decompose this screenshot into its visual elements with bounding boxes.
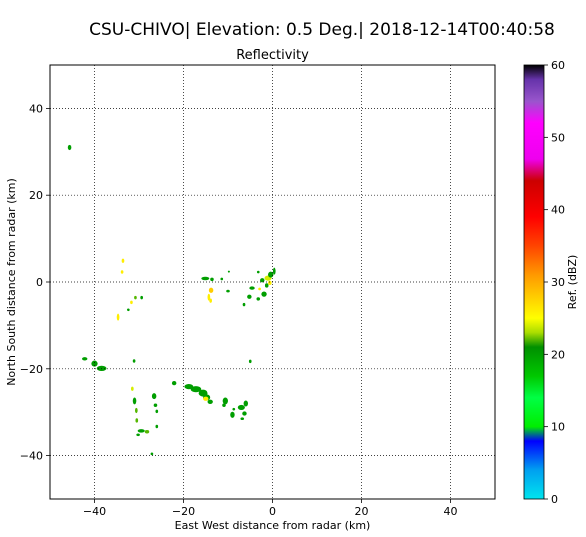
echo-cell-31 bbox=[91, 360, 98, 367]
x-tick-label: 20 bbox=[355, 505, 369, 518]
colorbar-tick-label: 40 bbox=[551, 204, 565, 217]
echo-cell-20 bbox=[260, 278, 265, 283]
echo-cell-7 bbox=[126, 308, 130, 312]
echo-cell-10 bbox=[220, 277, 224, 281]
echo-cell-57 bbox=[237, 404, 245, 411]
echo-cell-8 bbox=[201, 276, 210, 281]
echo-cell-39 bbox=[144, 429, 150, 434]
x-axis-ticks: −40 −20 0 20 40 bbox=[83, 499, 458, 518]
x-tick-label: 40 bbox=[444, 505, 458, 518]
echo-cell-56 bbox=[232, 407, 236, 411]
echo-cell-43 bbox=[155, 409, 159, 414]
y-tick-label: 0 bbox=[36, 276, 43, 289]
echo-cell-0 bbox=[67, 144, 72, 151]
echo-cell-12 bbox=[207, 293, 211, 301]
echo-cell-2 bbox=[120, 270, 124, 274]
echo-cell-5 bbox=[134, 295, 137, 300]
echo-cell-40 bbox=[136, 433, 140, 437]
echo-cell-52 bbox=[207, 399, 213, 404]
axes-title: Reflectivity bbox=[236, 48, 309, 63]
echo-cell-32 bbox=[96, 365, 107, 371]
echo-cell-3 bbox=[116, 313, 120, 321]
y-tick-label: 20 bbox=[29, 189, 43, 202]
echo-cell-58 bbox=[243, 400, 249, 407]
echo-cell-35 bbox=[132, 397, 137, 405]
echo-cell-23 bbox=[268, 271, 274, 278]
x-axis-label: East West distance from radar (km) bbox=[175, 519, 371, 532]
echo-cell-38 bbox=[137, 429, 145, 433]
echo-cell-54 bbox=[222, 403, 226, 407]
x-tick-label: 0 bbox=[269, 505, 276, 518]
echo-cell-15 bbox=[247, 294, 252, 299]
echo-cell-4 bbox=[130, 300, 133, 305]
echo-cell-14 bbox=[226, 289, 230, 293]
echo-cell-19 bbox=[261, 291, 267, 297]
y-tick-label: −40 bbox=[20, 450, 43, 463]
echo-cell-33 bbox=[132, 359, 136, 363]
colorbar: 0 10 20 30 40 50 60 Ref. (dBZ) bbox=[523, 59, 579, 506]
echo-cell-51 bbox=[203, 396, 209, 401]
x-tick-label: −40 bbox=[83, 505, 106, 518]
plot-area[interactable] bbox=[49, 64, 496, 500]
colorbar-gradient bbox=[523, 64, 545, 500]
echo-cell-41 bbox=[151, 393, 157, 400]
colorbar-tick-label: 30 bbox=[551, 276, 565, 289]
colorbar-tick-label: 60 bbox=[551, 59, 565, 72]
echo-cell-17 bbox=[242, 302, 246, 307]
echo-cell-24 bbox=[272, 267, 276, 275]
colorbar-tick-label: 0 bbox=[551, 493, 558, 506]
echo-cell-42 bbox=[153, 403, 158, 407]
grid-lines bbox=[50, 65, 495, 499]
y-axis-ticks: −40 −20 0 20 40 bbox=[20, 102, 50, 463]
echo-cell-59 bbox=[242, 411, 247, 416]
y-axis-label: North South distance from radar (km) bbox=[5, 178, 18, 386]
figure-title: CSU-CHIVO| Elevation: 0.5 Deg.| 2018-12-… bbox=[89, 20, 555, 40]
echo-cell-13 bbox=[209, 298, 212, 303]
echo-cell-53 bbox=[222, 397, 228, 405]
echo-cell-46 bbox=[171, 380, 177, 386]
echo-cell-6 bbox=[140, 295, 144, 300]
echo-cell-21 bbox=[256, 270, 260, 274]
x-tick-label: −20 bbox=[172, 505, 195, 518]
reflectivity-echoes bbox=[67, 144, 276, 456]
echo-cell-47 bbox=[184, 383, 194, 390]
echo-cell-44 bbox=[155, 424, 159, 429]
y-tick-label: 40 bbox=[29, 102, 43, 115]
echo-cell-11 bbox=[208, 287, 214, 293]
echo-cell-1 bbox=[121, 258, 125, 263]
echo-cell-60 bbox=[240, 417, 245, 421]
echo-cell-48 bbox=[190, 386, 202, 393]
echo-cell-25 bbox=[264, 283, 269, 288]
echo-cell-34 bbox=[130, 386, 134, 391]
colorbar-ticks: 0 10 20 30 40 50 60 bbox=[544, 59, 565, 506]
colorbar-tick-label: 10 bbox=[551, 421, 565, 434]
echo-cell-36 bbox=[134, 407, 138, 414]
colorbar-tick-label: 50 bbox=[551, 131, 565, 144]
echo-cell-16 bbox=[249, 286, 255, 290]
colorbar-label: Ref. (dBZ) bbox=[566, 255, 579, 310]
echo-cell-55 bbox=[230, 411, 235, 418]
echo-cell-45 bbox=[150, 452, 154, 456]
echo-cell-9 bbox=[210, 277, 214, 282]
echo-cell-18 bbox=[256, 297, 261, 301]
echo-cell-27 bbox=[258, 287, 261, 291]
echo-cell-30 bbox=[82, 357, 88, 361]
echo-cell-26 bbox=[268, 280, 272, 286]
y-tick-label: −20 bbox=[20, 363, 43, 376]
echo-cell-37 bbox=[135, 418, 139, 423]
colorbar-tick-label: 20 bbox=[551, 348, 565, 361]
echo-cell-28 bbox=[227, 270, 230, 273]
echo-cell-29 bbox=[248, 359, 252, 364]
